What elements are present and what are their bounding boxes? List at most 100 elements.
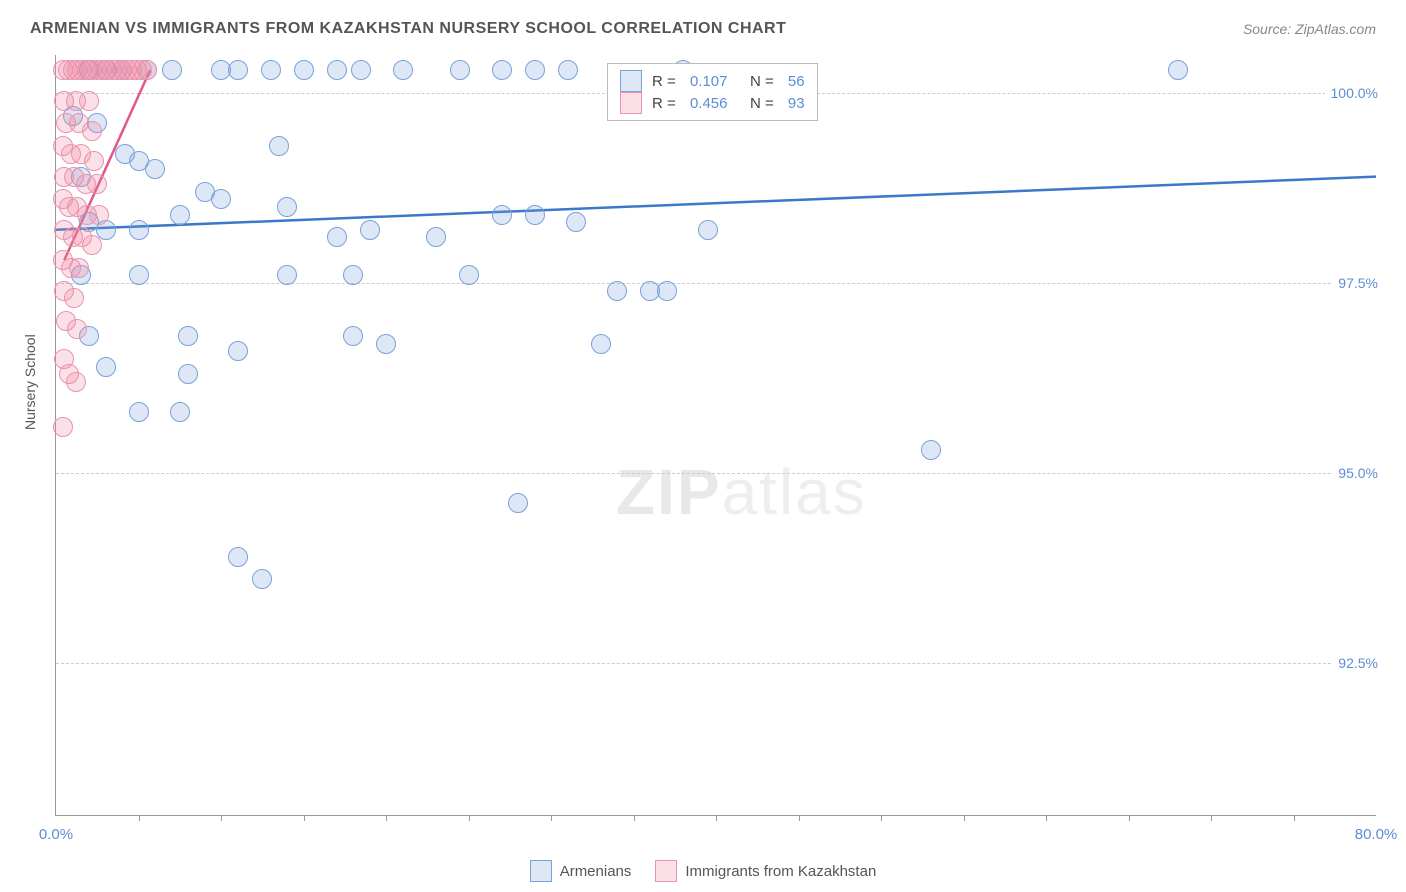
data-point — [459, 265, 479, 285]
legend-r-value: 0.107 — [690, 73, 728, 90]
data-point — [566, 212, 586, 232]
gridline — [56, 283, 1376, 284]
data-point — [145, 159, 165, 179]
x-tick — [139, 815, 140, 821]
data-point — [450, 60, 470, 80]
data-point — [360, 220, 380, 240]
data-point — [261, 60, 281, 80]
data-point — [376, 334, 396, 354]
bottom-legend: Armenians Immigrants from Kazakhstan — [0, 860, 1406, 882]
data-point — [558, 60, 578, 80]
y-tick-label: 95.0% — [1332, 465, 1378, 481]
legend-swatch — [620, 92, 642, 114]
data-point — [69, 258, 89, 278]
data-point — [170, 205, 190, 225]
x-tick — [881, 815, 882, 821]
legend-row: R = 0.456 N = 93 — [620, 92, 805, 114]
data-point — [277, 265, 297, 285]
data-point — [252, 569, 272, 589]
x-tick — [386, 815, 387, 821]
data-point — [698, 220, 718, 240]
legend-r-label: R = — [652, 73, 680, 90]
data-point — [269, 136, 289, 156]
data-point — [591, 334, 611, 354]
data-point — [89, 205, 109, 225]
data-point — [277, 197, 297, 217]
gridline — [56, 473, 1376, 474]
data-point — [178, 326, 198, 346]
data-point — [87, 174, 107, 194]
x-tick — [634, 815, 635, 821]
data-point — [129, 402, 149, 422]
x-tick-label: 0.0% — [39, 826, 73, 843]
data-point — [492, 60, 512, 80]
data-point — [211, 189, 231, 209]
legend-n-label: N = — [737, 73, 777, 90]
data-point — [921, 440, 941, 460]
legend-swatch — [655, 860, 677, 882]
data-point — [82, 121, 102, 141]
data-point — [79, 91, 99, 111]
legend-row: R = 0.107 N = 56 — [620, 70, 805, 92]
data-point — [525, 205, 545, 225]
data-point — [82, 235, 102, 255]
data-point — [53, 417, 73, 437]
data-point — [1168, 60, 1188, 80]
legend-r-value: 0.456 — [690, 95, 728, 112]
data-point — [525, 60, 545, 80]
data-point — [178, 364, 198, 384]
data-point — [84, 151, 104, 171]
legend-n-value: 93 — [788, 95, 805, 112]
chart-title: ARMENIAN VS IMMIGRANTS FROM KAZAKHSTAN N… — [30, 20, 786, 38]
y-tick-label: 97.5% — [1332, 275, 1378, 291]
data-point — [67, 319, 87, 339]
correlation-legend: R = 0.107 N = 56R = 0.456 N = 93 — [607, 63, 818, 121]
legend-item: Armenians — [530, 860, 632, 882]
data-point — [64, 288, 84, 308]
y-axis-label: Nursery School — [22, 334, 38, 430]
data-point — [492, 205, 512, 225]
trend-lines — [56, 55, 1376, 815]
data-point — [162, 60, 182, 80]
data-point — [129, 220, 149, 240]
watermark: ZIPatlas — [616, 455, 867, 529]
chart-source: Source: ZipAtlas.com — [1243, 21, 1376, 37]
x-tick — [304, 815, 305, 821]
gridline — [56, 663, 1376, 664]
data-point — [343, 265, 363, 285]
legend-r-label: R = — [652, 95, 680, 112]
x-tick-label: 80.0% — [1355, 826, 1398, 843]
data-point — [426, 227, 446, 247]
x-tick — [964, 815, 965, 821]
data-point — [393, 60, 413, 80]
x-tick — [1129, 815, 1130, 821]
legend-item: Immigrants from Kazakhstan — [655, 860, 876, 882]
data-point — [327, 60, 347, 80]
data-point — [137, 60, 157, 80]
x-tick — [1294, 815, 1295, 821]
data-point — [607, 281, 627, 301]
legend-n-label: N = — [737, 95, 777, 112]
data-point — [294, 60, 314, 80]
data-point — [327, 227, 347, 247]
plot-area: ZIPatlas 92.5%95.0%97.5%100.0%0.0%80.0%R… — [55, 55, 1376, 816]
legend-swatch — [620, 70, 642, 92]
x-tick — [551, 815, 552, 821]
data-point — [66, 372, 86, 392]
data-point — [343, 326, 363, 346]
data-point — [351, 60, 371, 80]
data-point — [228, 341, 248, 361]
y-tick-label: 100.0% — [1325, 85, 1378, 101]
legend-label: Immigrants from Kazakhstan — [685, 863, 876, 880]
data-point — [228, 60, 248, 80]
y-tick-label: 92.5% — [1332, 655, 1378, 671]
data-point — [170, 402, 190, 422]
x-tick — [1046, 815, 1047, 821]
legend-swatch — [530, 860, 552, 882]
data-point — [129, 265, 149, 285]
data-point — [96, 357, 116, 377]
x-tick — [1211, 815, 1212, 821]
data-point — [228, 547, 248, 567]
legend-label: Armenians — [560, 863, 632, 880]
data-point — [508, 493, 528, 513]
